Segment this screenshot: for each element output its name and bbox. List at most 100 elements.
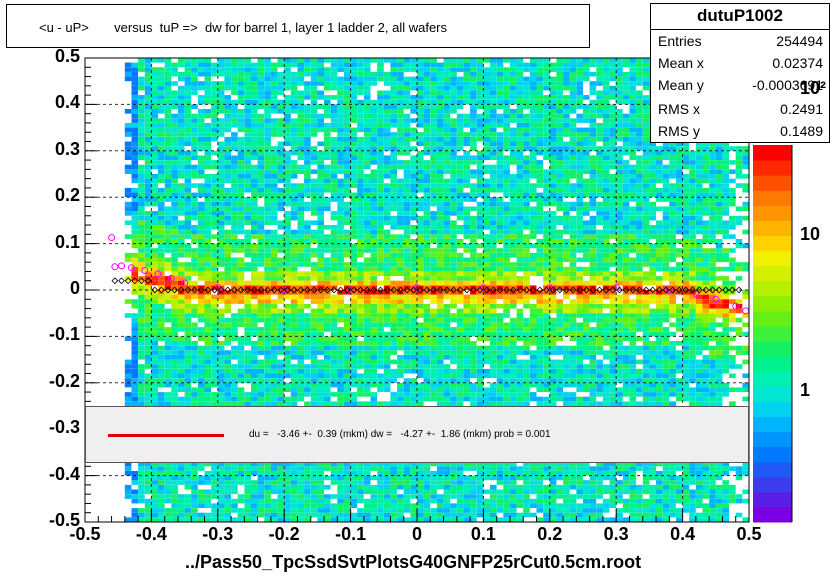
heatmap-cell [310, 99, 318, 105]
heatmap-cell [337, 498, 344, 504]
heatmap-cell [350, 368, 358, 374]
heatmap-cell [231, 471, 238, 476]
heatmap-cell [204, 396, 212, 402]
heatmap-cell [324, 382, 331, 388]
heatmap-cell [270, 503, 278, 508]
heatmap-cell [450, 466, 457, 471]
heatmap-cell [403, 164, 411, 170]
heatmap-cell [450, 234, 457, 239]
heatmap-cell [270, 248, 278, 253]
heatmap-cell [284, 280, 291, 286]
heatmap-cell [417, 401, 424, 406]
heatmap-cell [377, 178, 384, 184]
heatmap-cell [383, 359, 391, 365]
heatmap-cell [436, 484, 444, 490]
heatmap-cell [357, 341, 364, 346]
heatmap-cell [436, 248, 444, 253]
heatmap-cell [297, 81, 305, 86]
heatmap-cell [483, 150, 490, 156]
heatmap-cell [470, 243, 477, 249]
heatmap-cell [204, 160, 212, 165]
heatmap-cell [217, 206, 225, 212]
heatmap-cell [436, 327, 444, 332]
heatmap-cell [370, 155, 378, 160]
heatmap-cell [231, 109, 238, 114]
heatmap-cell [483, 234, 490, 239]
heatmap-cell [151, 85, 158, 91]
heatmap-cell [158, 303, 165, 309]
heatmap-cell [470, 197, 477, 202]
heatmap-cell [324, 201, 331, 207]
heatmap-cell [324, 396, 331, 402]
heatmap-cell [217, 183, 225, 188]
heatmap-cell [231, 178, 238, 184]
heatmap-cell [430, 508, 437, 513]
heatmap-cell [178, 164, 185, 170]
heatmap-cell [224, 484, 231, 490]
heatmap-cell [217, 466, 225, 471]
heatmap-cell [164, 294, 172, 300]
heatmap-cell [304, 378, 311, 383]
heatmap-cell [277, 512, 285, 518]
heatmap-cell [284, 345, 291, 351]
heatmap-cell [350, 364, 358, 369]
heatmap-cell [483, 252, 490, 258]
heatmap-cell [191, 475, 198, 481]
heatmap-cell [237, 475, 245, 481]
heatmap-cell [131, 104, 139, 109]
heatmap-cell [144, 359, 152, 365]
heatmap-cell [164, 85, 172, 91]
heatmap-cell [224, 257, 231, 263]
heatmap-cell [144, 299, 152, 304]
heatmap-cell [330, 215, 338, 221]
heatmap-cell [304, 248, 311, 253]
heatmap-cell [257, 132, 265, 137]
heatmap-cell [443, 160, 451, 165]
heatmap-cell [144, 201, 152, 207]
heatmap-cell [363, 220, 371, 225]
heatmap-cell [211, 517, 218, 522]
heatmap-cell [277, 239, 285, 244]
heatmap-cell [377, 90, 384, 96]
heatmap-cell [317, 262, 324, 267]
heatmap-cell [344, 480, 351, 485]
heatmap-cell [310, 364, 318, 369]
heatmap-cell [430, 498, 437, 504]
heatmap-cell [151, 313, 158, 318]
heatmap-cell [164, 71, 172, 77]
heatmap-cell [204, 373, 212, 379]
heatmap-cell [224, 341, 231, 346]
heatmap-cell [397, 345, 404, 351]
heatmap-cell [251, 150, 258, 156]
heatmap-cell [211, 99, 218, 105]
heatmap-cell [430, 174, 437, 179]
heatmap-cell [383, 174, 391, 179]
heatmap-cell [443, 308, 451, 314]
heatmap-cell [324, 271, 331, 276]
heatmap-cell [151, 234, 158, 239]
heatmap-cell [370, 225, 378, 230]
heatmap-cell [344, 206, 351, 212]
heatmap-cell [264, 239, 271, 244]
heatmap-cell [144, 136, 152, 142]
heatmap-cell [397, 280, 404, 286]
heatmap-cell [324, 508, 331, 513]
heatmap-cell [430, 336, 437, 341]
heatmap-cell [144, 262, 152, 267]
heatmap-cell [217, 489, 225, 495]
heatmap-cell [171, 211, 178, 216]
heatmap-cell [410, 239, 417, 244]
heatmap-cell [330, 308, 338, 314]
heatmap-cell [423, 132, 431, 137]
heatmap-cell [423, 308, 431, 314]
heatmap-cell [124, 299, 132, 304]
heatmap-cell [138, 489, 145, 495]
heatmap-cell [151, 475, 158, 481]
heatmap-cell [297, 327, 305, 332]
heatmap-cell [450, 174, 457, 179]
heatmap-cell [231, 197, 238, 202]
heatmap-cell [164, 243, 172, 249]
heatmap-cell [417, 136, 424, 142]
heatmap-cell [204, 220, 212, 225]
heatmap-cell [456, 280, 464, 286]
